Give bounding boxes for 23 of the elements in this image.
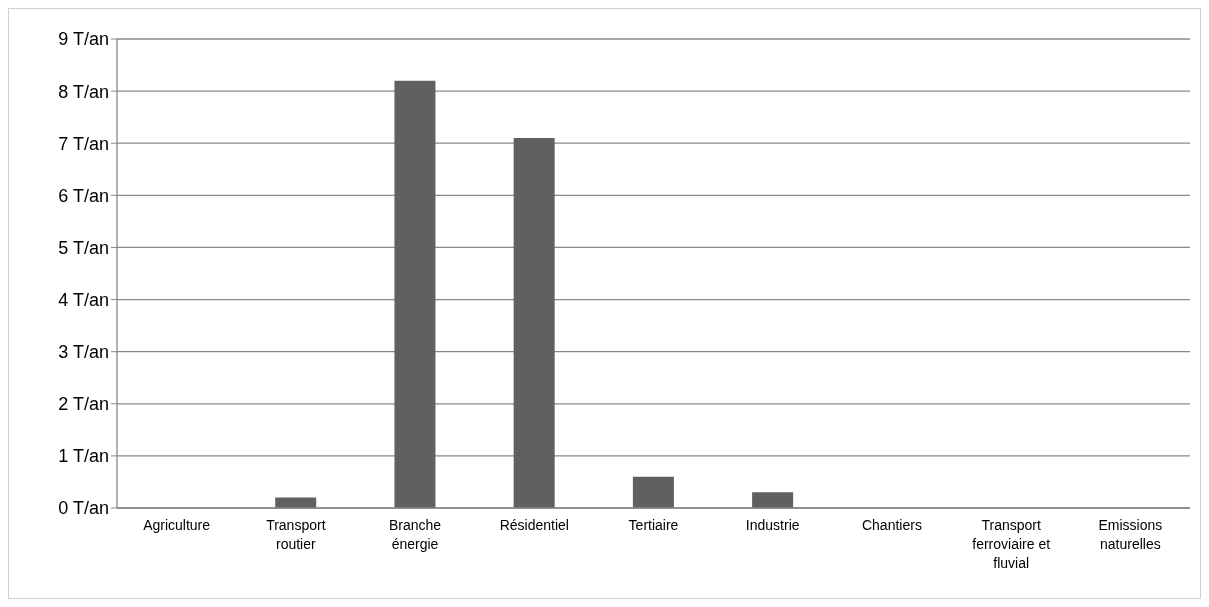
y-tick-label: 4 T/an (58, 289, 109, 310)
y-tick-label: 6 T/an (58, 185, 109, 206)
x-tick-label: Agriculture (143, 517, 211, 533)
y-tick-label: 0 T/an (58, 498, 109, 519)
x-tick-label: Transport ferroviaire et fluvial (972, 517, 1051, 571)
bar (513, 138, 555, 508)
x-tick-label: Transport routier (266, 517, 326, 552)
y-tick-label: 5 T/an (58, 237, 109, 258)
y-tick-label: 9 T/an (58, 29, 109, 50)
x-tick-label: Emissions naturelles (1098, 517, 1163, 552)
x-tick-label: Branche énergie (388, 517, 442, 552)
bar (752, 492, 794, 508)
bar (632, 476, 674, 508)
x-tick-label: Industrie (745, 517, 800, 533)
x-tick-label: Résidentiel (499, 517, 569, 533)
y-tick-label: 8 T/an (58, 81, 109, 102)
bar (394, 80, 436, 508)
x-tick-label: Tertiaire (628, 517, 679, 533)
y-tick-label: 1 T/an (58, 446, 109, 467)
y-tick-label: 7 T/an (58, 133, 109, 154)
y-tick-label: 2 T/an (58, 394, 109, 415)
y-tick-label: 3 T/an (58, 342, 109, 363)
x-tick-label: Chantiers (861, 517, 922, 533)
